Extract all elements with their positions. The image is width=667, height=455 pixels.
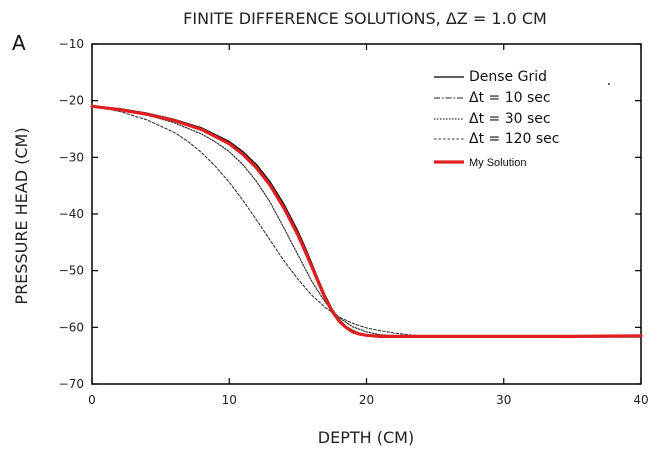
x-tick-label: 0 xyxy=(88,393,96,407)
legend-label: My Solution xyxy=(469,157,526,169)
series-line-4 xyxy=(90,104,643,338)
series-layer xyxy=(90,104,643,338)
chart-title: FINITE DIFFERENCE SOLUTIONS, ΔZ = 1.0 CM xyxy=(183,9,547,28)
x-axis-label: DEPTH (CM) xyxy=(318,428,414,447)
y-tick-label: −40 xyxy=(59,207,84,221)
y-tick-label: −10 xyxy=(59,37,84,51)
legend-label: Δt = 120 sec xyxy=(469,131,559,147)
y-tick-label: −70 xyxy=(59,377,84,391)
y-tick-label: −30 xyxy=(59,150,84,164)
legend-label: Δt = 10 sec xyxy=(469,90,551,106)
legend: Dense Grid Δt = 10 sec Δt = 30 sec Δt = 120… xyxy=(434,69,610,169)
y-tick-label: −50 xyxy=(59,264,84,278)
x-tick-label: 10 xyxy=(222,393,237,407)
y-axis-label: PRESSURE HEAD (CM) xyxy=(12,127,31,304)
legend-label: Δt = 30 sec xyxy=(469,111,551,127)
x-tick-label: 40 xyxy=(633,393,648,407)
legend-label: Dense Grid xyxy=(469,69,547,85)
x-tick-label: 30 xyxy=(496,393,511,407)
axis-ticks: 0 10 20 30 40 −10 −20 −30 −40 −50 −60 −70 xyxy=(59,37,649,407)
plot-frame xyxy=(91,43,642,385)
panel-letter: A xyxy=(12,31,26,55)
x-tick-label: 20 xyxy=(359,393,374,407)
plot-border xyxy=(91,43,642,385)
legend-dot xyxy=(608,83,610,85)
y-tick-label: −60 xyxy=(59,320,84,334)
y-tick-label: −20 xyxy=(59,94,84,108)
